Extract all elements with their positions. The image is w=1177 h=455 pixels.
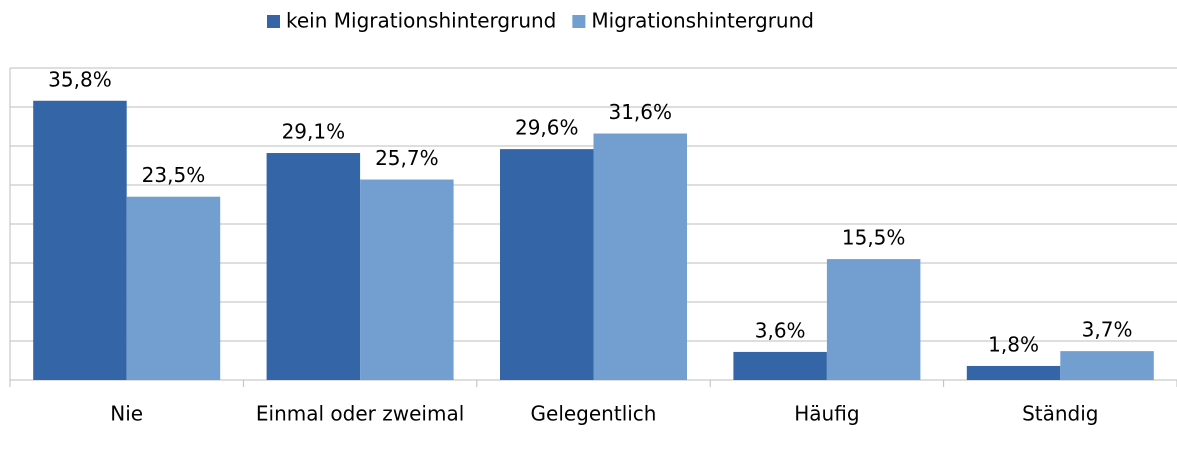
- data-label: 35,8%: [48, 67, 112, 91]
- x-tick-label: Ständig: [1022, 402, 1098, 426]
- bar: [593, 133, 687, 380]
- x-tick-label: Einmal oder zweimal: [256, 402, 464, 426]
- data-label: 29,6%: [515, 116, 579, 140]
- data-label: 29,1%: [282, 120, 346, 144]
- data-label: 23,5%: [142, 163, 206, 187]
- bar: [126, 196, 221, 380]
- bar: [1060, 351, 1154, 380]
- bar: [966, 365, 1061, 380]
- x-tick-label: Häufig: [794, 402, 859, 426]
- bar: [33, 100, 127, 380]
- data-label: 31,6%: [608, 100, 672, 124]
- data-label: 1,8%: [988, 332, 1039, 356]
- x-tick-label: Gelegentlich: [531, 402, 657, 426]
- bar: [733, 351, 827, 380]
- legend-label: Migrationshintergrund: [591, 9, 814, 33]
- legend-label: kein Migrationshintergrund: [286, 9, 556, 33]
- data-label: 3,6%: [755, 318, 806, 342]
- legend-swatch: [267, 15, 280, 28]
- data-label: 3,7%: [1082, 318, 1133, 342]
- x-tick-label: Nie: [110, 402, 143, 426]
- bar: [500, 149, 594, 380]
- data-label: 15,5%: [842, 226, 906, 250]
- bar: [360, 179, 454, 380]
- bar: [826, 259, 921, 380]
- bar: [266, 153, 361, 380]
- data-label: 25,7%: [375, 146, 439, 170]
- legend-swatch: [572, 15, 586, 28]
